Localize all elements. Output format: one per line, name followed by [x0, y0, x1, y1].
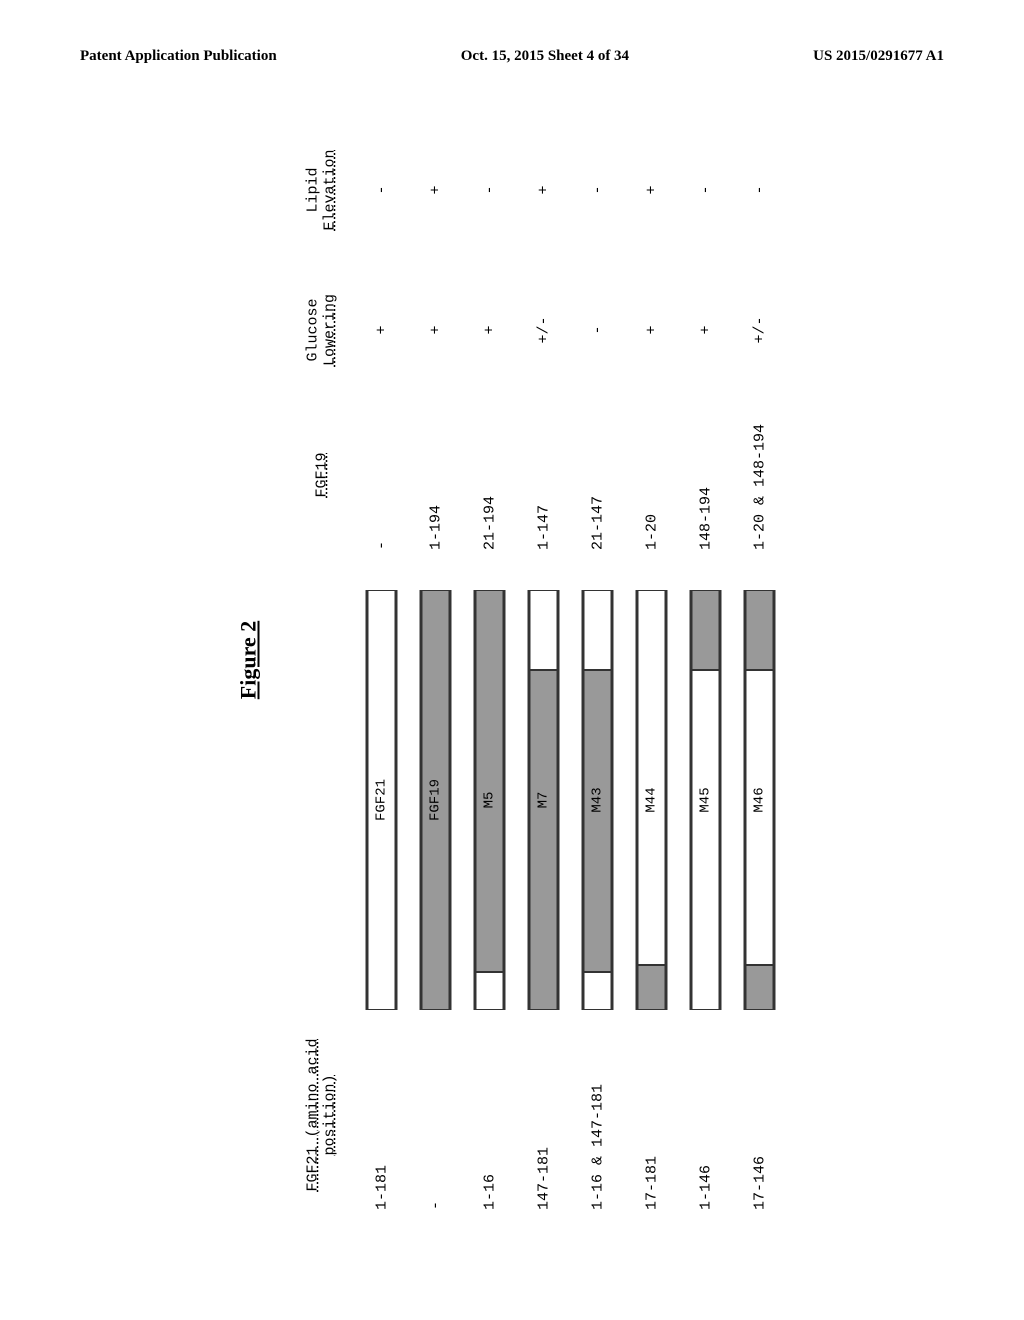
bar-segment [746, 965, 774, 1010]
fgf19-cell: 148-194 [697, 400, 714, 590]
table-row: 1-16 M5 21-194+- [465, 110, 515, 1210]
glucose-header-line2: Lowering [322, 294, 339, 366]
bar-segment [692, 670, 720, 1010]
bar-label: M45 [698, 787, 714, 812]
fgf21-cell: 1-16 [481, 1010, 498, 1210]
table-row: 1-146 M45 148-194+- [681, 110, 731, 1210]
glucose-header-line1: Glucose [305, 299, 322, 362]
fgf19-header: FGF19 [313, 400, 330, 590]
glucose-cell: + [481, 260, 498, 400]
fgf21-cell: 147-181 [535, 1010, 552, 1210]
fgf19-cell: - [373, 400, 390, 590]
lipid-header-line2: Elevation [322, 150, 339, 231]
glucose-cell: + [373, 260, 390, 400]
fgf19-header-text: FGF19 [313, 453, 330, 498]
bar-segment [692, 590, 720, 670]
fgf19-cell: 1-20 & 148-194 [751, 400, 768, 590]
fgf21-cell: 17-146 [751, 1010, 768, 1210]
bar-segment [638, 590, 666, 965]
lipid-cell: - [589, 120, 606, 260]
bar-segment [584, 670, 612, 972]
figure-title: Figure 2 [236, 110, 262, 1210]
header-left: Patent Application Publication [80, 48, 277, 65]
bar-cell: M7 [528, 590, 560, 1010]
table-row: 17-181M441-20++ [627, 110, 677, 1210]
table-header-row: FGF21 (amino acid position) FGF19 Glucos… [302, 110, 342, 1210]
bar-segment [476, 972, 504, 1010]
glucose-cell: +/- [535, 260, 552, 400]
rows-container: 1-181FGF21-+--FGF191-194++1-16M521-194+-… [357, 110, 785, 1210]
lipid-header-line1: Lipid [305, 168, 322, 213]
lipid-cell: - [373, 120, 390, 260]
bar-label: M5 [482, 792, 498, 809]
fgf19-cell: 21-194 [481, 400, 498, 590]
lipid-cell: + [535, 120, 552, 260]
bar-segment [584, 972, 612, 1010]
fgf19-cell: 1-20 [643, 400, 660, 590]
glucose-cell: + [427, 260, 444, 400]
lipid-header: Lipid Elevation [305, 120, 339, 260]
fgf21-cell: 1-146 [697, 1010, 714, 1210]
bar-segment [530, 670, 558, 1010]
bar-segment [746, 590, 774, 670]
figure-container: Figure 2 FGF21 (amino acid position) FGF… [236, 110, 789, 1210]
bar-cell: M45 [690, 590, 722, 1010]
header-center: Oct. 15, 2015 Sheet 4 of 34 [461, 48, 629, 65]
fgf21-header-text: FGF21 (amino acid position) [305, 1038, 339, 1191]
bar-segment [584, 590, 612, 670]
bar-label: M7 [536, 792, 552, 809]
fgf21-header: FGF21 (amino acid position) [305, 1010, 339, 1210]
glucose-cell: + [697, 260, 714, 400]
glucose-cell: + [643, 260, 660, 400]
bar-segment [476, 590, 504, 972]
table-row: 17-146 M46 1-20 & 148-194+/-- [735, 110, 785, 1210]
fgf21-cell: - [427, 1010, 444, 1210]
table-row: 1-16 & 147-181M4321-147-- [573, 110, 623, 1210]
table-row: 147-181 M7 1-147+/-+ [519, 110, 569, 1210]
fgf19-cell: 1-147 [535, 400, 552, 590]
fgf21-cell: 1-181 [373, 1010, 390, 1210]
bar-segment [746, 670, 774, 965]
lipid-cell: - [697, 120, 714, 260]
bar-cell: FGF19 [420, 590, 452, 1010]
bar-label: FGF19 [428, 779, 444, 821]
bar-segment [530, 590, 558, 670]
bar-cell: FGF21 [366, 590, 398, 1010]
bar-cell: M43 [582, 590, 614, 1010]
bar-label: M44 [644, 787, 660, 812]
header-right: US 2015/0291677 A1 [813, 48, 944, 65]
bar-cell: M5 [474, 590, 506, 1010]
fgf19-cell: 1-194 [427, 400, 444, 590]
lipid-cell: - [751, 120, 768, 260]
bar-header-spacer [306, 590, 338, 1010]
table-row: 1-181 FGF21 -+- [357, 110, 407, 1210]
lipid-cell: - [481, 120, 498, 260]
bar-label: M46 [752, 787, 768, 812]
glucose-cell: - [589, 260, 606, 400]
glucose-cell: +/- [751, 260, 768, 400]
fgf21-cell: 17-181 [643, 1010, 660, 1210]
lipid-cell: + [427, 120, 444, 260]
lipid-cell: + [643, 120, 660, 260]
bar-label: M43 [590, 787, 606, 812]
bar-cell: M44 [636, 590, 668, 1010]
page-header: Patent Application Publication Oct. 15, … [0, 48, 1024, 65]
table-row: -FGF191-194++ [411, 110, 461, 1210]
bar-cell: M46 [744, 590, 776, 1010]
fgf19-cell: 21-147 [589, 400, 606, 590]
bar-label: FGF21 [374, 779, 390, 821]
fgf21-cell: 1-16 & 147-181 [589, 1010, 606, 1210]
bar-segment [638, 965, 666, 1010]
glucose-header: Glucose Lowering [305, 260, 339, 400]
